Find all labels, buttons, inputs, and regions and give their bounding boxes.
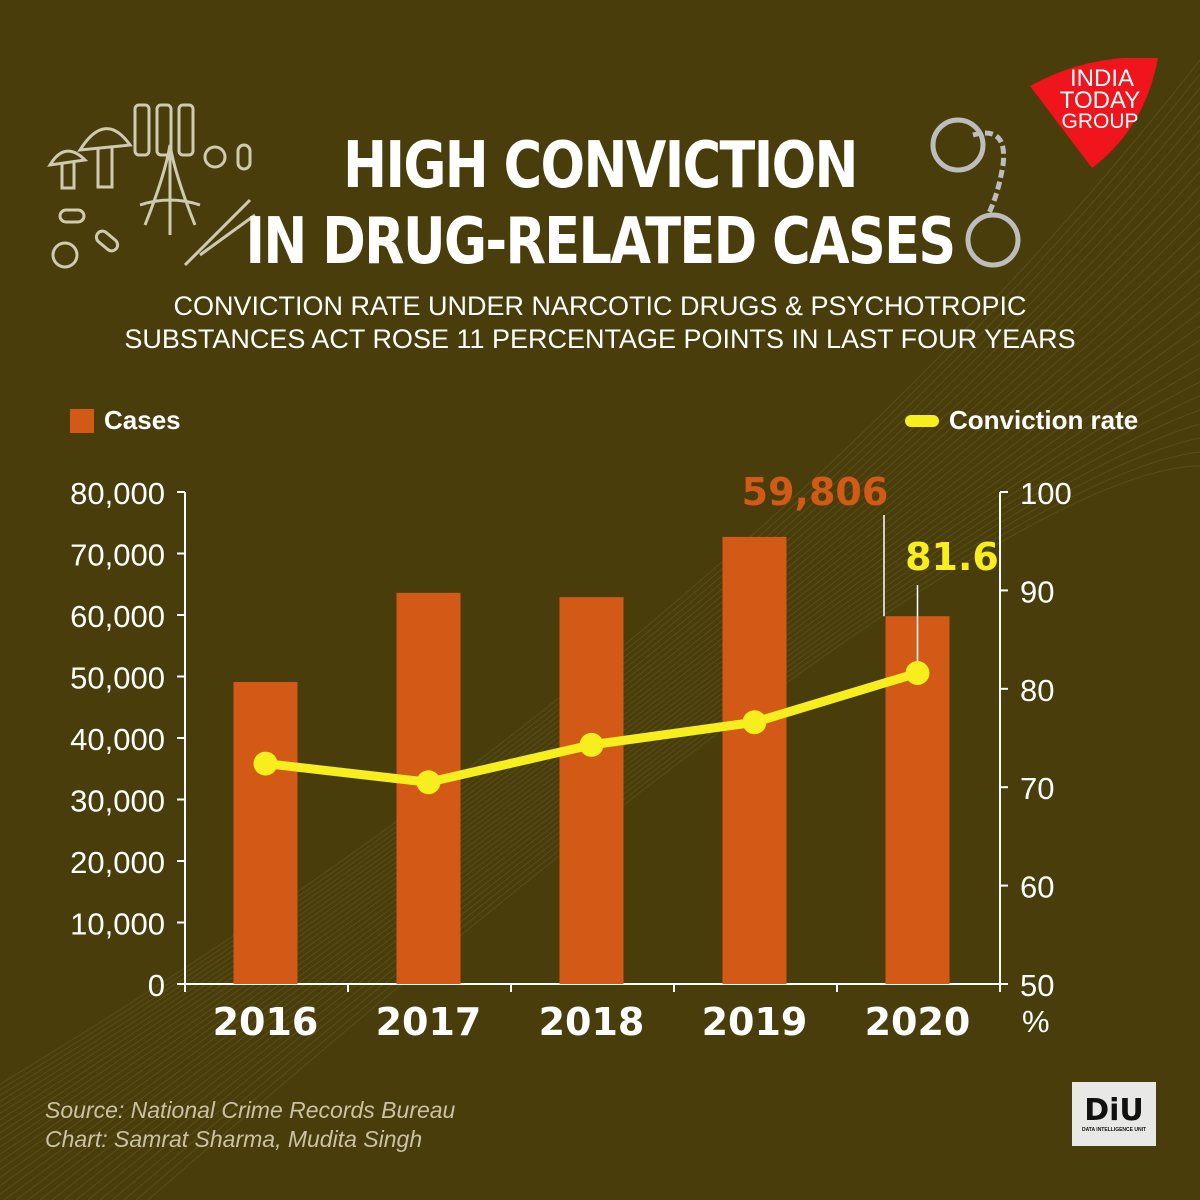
right-axis-unit: %	[1022, 1004, 1050, 1039]
right-tick-label: 80	[1020, 673, 1054, 708]
conviction-rate-point-2018	[579, 732, 604, 757]
bar-2016	[233, 682, 298, 984]
left-tick-label: 30,000	[70, 784, 165, 819]
title-line2: IN DRUG-RELATED CASES	[245, 205, 956, 279]
title-line1: HIGH CONVICTION	[343, 129, 858, 203]
conviction-rate-point-2020	[905, 661, 930, 686]
right-tick-label: 50	[1020, 968, 1054, 1003]
india-today-logo: INDIA TODAY GROUP	[1030, 58, 1158, 168]
handcuffs-icon	[930, 117, 1021, 268]
left-tick-label: 10,000	[70, 907, 165, 942]
legend-swatch-conviction-rate	[905, 414, 939, 427]
bar-2018	[559, 597, 624, 984]
svg-text:TODAY: TODAY	[1060, 87, 1140, 114]
svg-text:INDIA: INDIA	[1070, 65, 1134, 92]
left-tick-label: 50,000	[70, 661, 165, 696]
source-credit: Source: National Crime Records Bureau Ch…	[45, 1096, 455, 1154]
legend-cases: Cases	[70, 405, 181, 436]
conviction-rate-point-2019	[742, 710, 767, 735]
right-tick-label: 60	[1020, 870, 1054, 905]
left-tick-label: 60,000	[70, 599, 165, 634]
conviction-rate-point-2016	[253, 751, 278, 776]
left-tick-label: 70,000	[70, 538, 165, 573]
diu-logo-text: DiU	[1084, 1093, 1144, 1128]
legend-conviction-rate: Conviction rate	[905, 405, 1138, 436]
right-tick-label: 70	[1020, 771, 1054, 806]
left-tick-label: 80,000	[70, 476, 165, 511]
x-tick-label: 2016	[213, 1000, 319, 1044]
credit: Chart: Samrat Sharma, Mudita Singh	[45, 1126, 423, 1152]
annotation-cases: 59,806	[742, 470, 889, 514]
subtitle-line1: CONVICTION RATE UNDER NARCOTIC DRUGS & P…	[173, 291, 1027, 321]
left-tick-label: 0	[148, 968, 165, 1003]
bar-2019	[722, 536, 787, 984]
diu-logo: DiU DATA INTELLIGENCE UNIT	[1072, 1082, 1156, 1146]
legend-label-conviction-rate: Conviction rate	[949, 405, 1139, 435]
x-tick-label: 2018	[539, 1000, 645, 1044]
right-tick-label: 90	[1020, 574, 1054, 609]
drug-icons	[47, 103, 256, 269]
x-tick-label: 2019	[702, 1000, 808, 1044]
right-tick-label: 100	[1020, 476, 1072, 511]
conviction-rate-point-2017	[416, 770, 441, 795]
source: Source: National Crime Records Bureau	[45, 1097, 456, 1123]
legend-label-cases: Cases	[104, 405, 181, 435]
subtitle-line2: SUBSTANCES ACT ROSE 11 PERCENTAGE POINTS…	[124, 324, 1076, 354]
x-tick-label: 2020	[865, 1000, 971, 1044]
svg-text:GROUP: GROUP	[1061, 110, 1138, 133]
annotation-rate: 81.6	[905, 535, 999, 579]
subtitle: CONVICTION RATE UNDER NARCOTIC DRUGS & P…	[0, 290, 1200, 356]
diu-logo-tagline: DATA INTELLIGENCE UNIT	[1081, 1127, 1147, 1133]
left-tick-label: 20,000	[70, 845, 165, 880]
legend-swatch-cases	[70, 408, 94, 433]
x-tick-label: 2017	[376, 1000, 482, 1044]
left-tick-label: 40,000	[70, 722, 165, 757]
